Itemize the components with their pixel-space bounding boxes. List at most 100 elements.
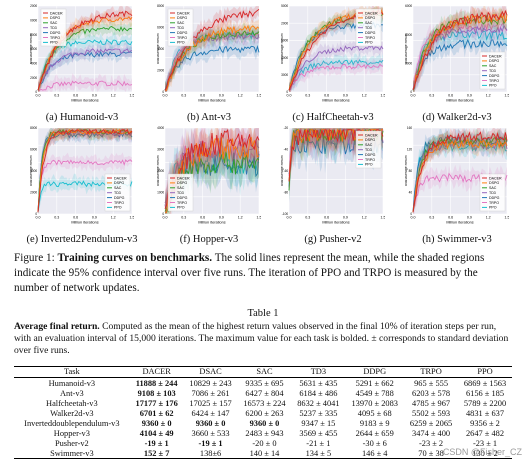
- confidence-band-sac: [165, 23, 259, 92]
- value-cell: 2644 ± 659: [355, 429, 394, 438]
- y-tick-label: 6000: [405, 4, 412, 8]
- legend-label: DACER: [489, 54, 502, 58]
- subfigure-caption: (c) HalfCheetah-v3: [292, 112, 374, 123]
- confidence-band-ddpg: [289, 17, 383, 93]
- y-tick-label: -20: [284, 126, 289, 130]
- value-cell: 5789 ± 2200: [463, 399, 507, 408]
- y-axis-label: Total Average Return: [30, 155, 33, 187]
- confidence-band-ppo: [413, 133, 507, 214]
- chart-panel-4: DACER DSPG SAC TD3 DDPG TRPO PPO 0.0 0.3 0.6 0.9 1.…: [405, 4, 509, 104]
- legend-label: DDPG: [177, 31, 188, 35]
- y-tick-label: 40: [409, 191, 413, 195]
- y-tick-label: 4000: [30, 169, 37, 173]
- legend-label: DDPG: [489, 196, 500, 200]
- legend-label: TRPO: [114, 201, 124, 205]
- table-body: Humanoid-v3 11888 ± 244 10829 ± 243 9335 ± …: [14, 378, 512, 459]
- x-tick-label: 0.0: [287, 94, 292, 98]
- legend-label: TD3: [177, 191, 184, 195]
- watermark: CSDN @Fisher_CZ: [442, 447, 522, 457]
- y-tick-label: 0: [286, 90, 288, 94]
- y-axis-label: Total Average Return: [281, 155, 284, 187]
- series-line-trpo: [412, 22, 508, 91]
- legend-label: TD3: [365, 26, 372, 30]
- value-cell: 6203 ± 578: [412, 389, 451, 398]
- column-header-task: Task: [14, 367, 130, 378]
- value-cell: -21 ± 1: [306, 439, 331, 448]
- legend-label: SAC: [177, 186, 185, 190]
- series-line-trpo: [37, 159, 133, 213]
- column-header-trpo: TRPO: [404, 367, 459, 378]
- y-axis-label: Total Average Return: [281, 33, 284, 65]
- series-line-dsac: [412, 12, 508, 90]
- task-cell: Ant-v3: [59, 389, 84, 398]
- y-tick-label: -40: [284, 148, 289, 152]
- chart-panel-3: DACER DSPG SAC TD3 DDPG TRPO PPO 0.0 0.3 0.6 0.9 1.…: [281, 4, 385, 104]
- legend-label: DACER: [177, 11, 190, 15]
- x-tick-label: 0.6: [448, 216, 453, 220]
- value-cell: 17177 ± 176: [135, 399, 178, 408]
- series-line-td3: [412, 24, 508, 91]
- x-tick-label: 0.6: [73, 94, 78, 98]
- table-row: Humanoid-v3 11888 ± 244 10829 ± 243 9335 ± …: [14, 378, 512, 390]
- series-line-dacer: [37, 128, 133, 213]
- y-tick-label: 12000: [30, 4, 37, 8]
- x-tick-label: 1.2: [362, 94, 367, 98]
- legend-label: PPO: [50, 41, 58, 45]
- x-tick-label: 0.0: [36, 216, 41, 220]
- x-tick-label: 1.5: [505, 216, 510, 220]
- value-cell: 9108 ± 103: [137, 389, 176, 398]
- value-cell: 8632 ± 4041: [297, 399, 340, 408]
- table-row: Pusher-v2 -19 ± 1 -19 ± 1 -20 ± 0 -21 ± 1 -30…: [14, 439, 512, 449]
- x-tick-label: 1.5: [505, 94, 510, 98]
- legend-label: PPO: [365, 41, 373, 45]
- task-cell: Halfcheetah-v3: [46, 399, 98, 408]
- x-tick-label: 0.3: [305, 216, 310, 220]
- value-cell: 138±6: [199, 449, 222, 458]
- x-tick-label: 0.3: [305, 94, 310, 98]
- figure-caption-text: The solid lines represent the mean, whil…: [14, 252, 485, 294]
- column-header-sac: SAC: [237, 367, 292, 378]
- value-cell: 10829 ± 243: [189, 379, 232, 388]
- x-tick-label: 0.3: [429, 216, 434, 220]
- y-tick-label: 0: [162, 212, 164, 216]
- value-cell: 9360 ± 0: [249, 419, 280, 428]
- y-tick-label: 12000: [281, 21, 288, 25]
- x-tick-label: 1.5: [257, 216, 262, 220]
- value-cell: 4785 ± 967: [412, 399, 451, 408]
- x-tick-label: 1.2: [238, 216, 243, 220]
- confidence-band-ddpg: [165, 37, 259, 92]
- x-tick-label: 0.3: [429, 94, 434, 98]
- subfigure-caption: (f) Hopper-v3: [179, 234, 239, 245]
- x-tick-label: 1.5: [130, 94, 135, 98]
- confidence-band-td3: [38, 128, 132, 214]
- x-tick-label: 0.3: [181, 94, 186, 98]
- confidence-band-trpo: [413, 13, 507, 92]
- x-tick-label: 0.9: [343, 94, 348, 98]
- value-cell: 6869 ± 1563: [463, 379, 507, 388]
- legend-label: TRPO: [177, 36, 187, 40]
- y-tick-label: 10000: [30, 19, 37, 23]
- confidence-band-dacer: [413, 6, 507, 92]
- task-cell: Walker2d-v3: [50, 409, 94, 418]
- x-tick-label: 0.9: [92, 216, 97, 220]
- confidence-band-td3: [38, 41, 132, 92]
- x-tick-label: 0.3: [54, 216, 59, 220]
- table-description-bold: Average final return.: [14, 321, 100, 332]
- x-tick-label: 0.0: [163, 216, 168, 220]
- series-line-sac: [164, 29, 260, 91]
- series-line-ddpg: [37, 131, 133, 213]
- series-line-ppo: [164, 150, 260, 213]
- confidence-band-td3: [289, 39, 383, 92]
- table-header-row: Task DACER DSAC SAC TD3 DDPG TRPO PPO: [14, 367, 512, 378]
- value-cell: 13970 ± 2083: [351, 399, 398, 408]
- y-tick-label: 4000: [157, 126, 164, 130]
- legend-label: PPO: [365, 163, 373, 167]
- x-tick-label: 1.5: [381, 94, 386, 98]
- series-line-dsac: [37, 128, 133, 212]
- y-tick-label: 2000: [30, 191, 37, 195]
- y-tick-label: 6000: [30, 47, 37, 51]
- x-tick-label: 0.9: [219, 216, 224, 220]
